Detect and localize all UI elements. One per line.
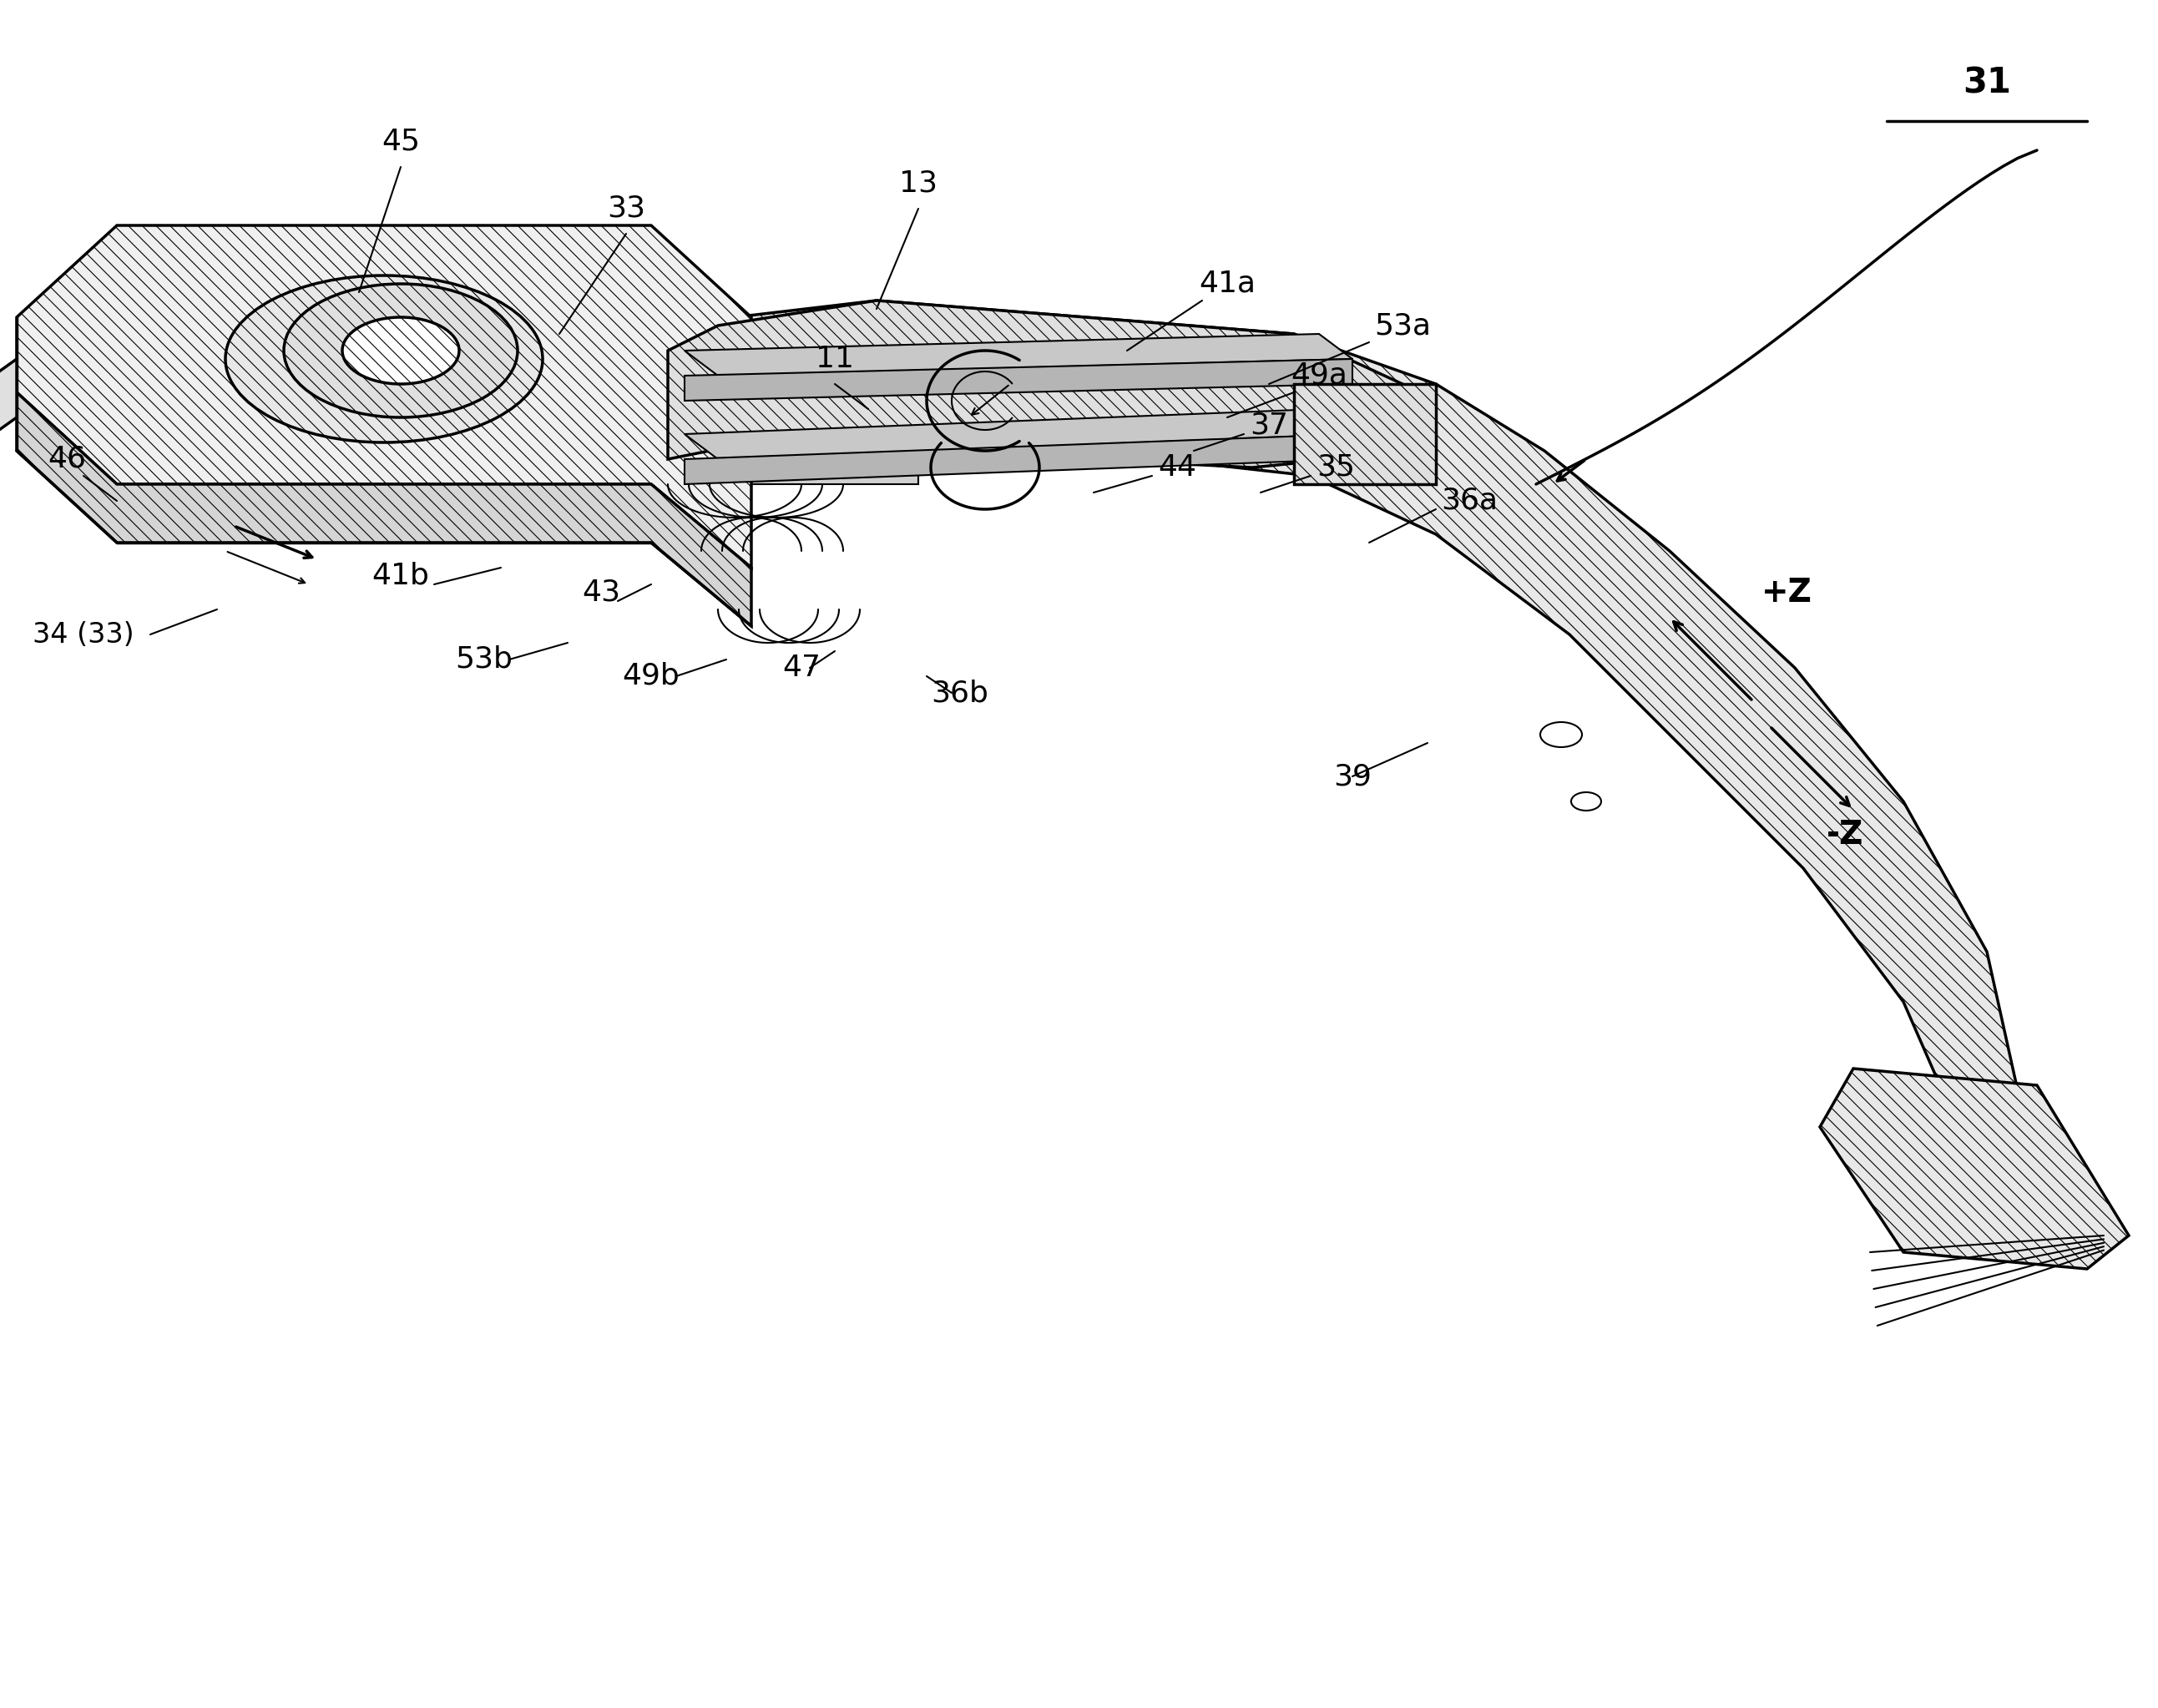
Polygon shape	[684, 434, 1353, 483]
Polygon shape	[684, 359, 1353, 401]
Polygon shape	[1819, 1069, 2128, 1269]
Text: 33: 33	[606, 195, 645, 222]
Text: 41a: 41a	[1200, 270, 1256, 297]
Text: 11: 11	[816, 345, 855, 372]
Polygon shape	[17, 225, 751, 567]
Text: 37: 37	[1249, 412, 1288, 441]
Text: 53a: 53a	[1375, 311, 1431, 340]
Polygon shape	[667, 301, 1420, 468]
Text: +Z: +Z	[1761, 577, 1813, 608]
Polygon shape	[1295, 384, 1435, 483]
Polygon shape	[667, 301, 2020, 1136]
Ellipse shape	[224, 275, 542, 442]
Text: 47: 47	[781, 654, 820, 681]
Text: 36b: 36b	[932, 678, 988, 707]
Text: 41b: 41b	[371, 562, 429, 591]
Ellipse shape	[285, 284, 518, 417]
Polygon shape	[0, 359, 17, 459]
Ellipse shape	[1541, 722, 1582, 746]
Text: 44: 44	[1159, 453, 1196, 482]
Text: 31: 31	[1962, 67, 2011, 101]
Polygon shape	[684, 408, 1353, 459]
Text: 49b: 49b	[622, 663, 680, 690]
Polygon shape	[17, 393, 751, 627]
Text: 45: 45	[382, 128, 421, 155]
Text: 49a: 49a	[1290, 362, 1347, 389]
Text: 43: 43	[583, 579, 619, 606]
Text: 53b: 53b	[455, 646, 514, 673]
Text: 35: 35	[1316, 453, 1355, 482]
Text: -Z: -Z	[1826, 818, 1865, 851]
Text: 39: 39	[1334, 762, 1372, 791]
Ellipse shape	[343, 318, 460, 384]
Polygon shape	[684, 335, 1353, 376]
Ellipse shape	[1571, 793, 1601, 811]
Text: 46: 46	[47, 446, 86, 473]
Text: 36a: 36a	[1442, 487, 1498, 516]
Polygon shape	[667, 434, 919, 518]
Text: 34 (33): 34 (33)	[32, 620, 134, 649]
Text: 13: 13	[900, 169, 937, 198]
